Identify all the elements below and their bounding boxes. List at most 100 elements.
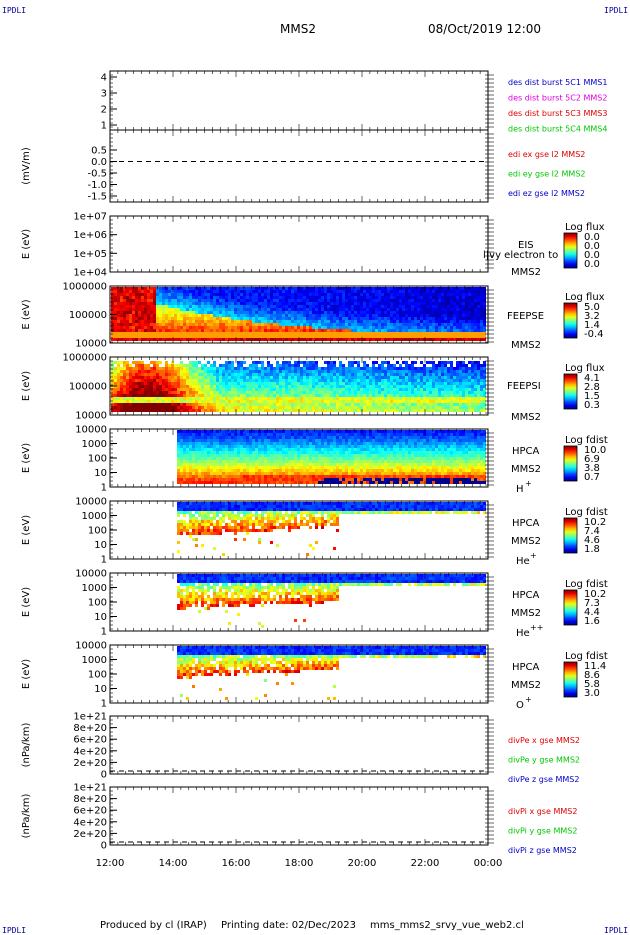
species-charge: + bbox=[525, 479, 532, 488]
spacecraft-label: MMS2 bbox=[511, 608, 541, 619]
y-tick-label: 1000000 bbox=[62, 282, 107, 293]
spacecraft-label: MMS2 bbox=[511, 267, 541, 278]
y-tick-label: 0 bbox=[101, 770, 107, 781]
legend-entry: divPi x gse MMS2 bbox=[508, 807, 577, 816]
legend-entry: divPe y gse MMS2 bbox=[508, 756, 580, 765]
y-tick-label: 10000 bbox=[75, 411, 107, 422]
instrument-label: FEEPSE bbox=[507, 311, 544, 322]
panel-divpe: 1e+218e+206e+204e+202e+200(nPa/km)divPe … bbox=[21, 712, 580, 785]
colorbar-tick-label: 0.3 bbox=[584, 400, 600, 411]
legend-entry: divPi y gse MMS2 bbox=[508, 827, 577, 836]
footer-filename: mms_mms2_srvy_vue_web2.cl bbox=[370, 920, 524, 931]
species-charge: + bbox=[530, 551, 537, 560]
legend-entry: divPe x gse MMS2 bbox=[508, 736, 580, 745]
y-tick-label: 4e+20 bbox=[73, 817, 107, 828]
panel-frame bbox=[110, 716, 488, 774]
y-tick-label: 1 bbox=[101, 483, 107, 494]
colorbar bbox=[564, 662, 577, 697]
y-tick-label: 1000000 bbox=[62, 353, 107, 364]
y-tick-label: 0.5 bbox=[91, 146, 107, 157]
y-axis-label: E (eV) bbox=[21, 659, 32, 689]
y-tick-label: 0.0 bbox=[91, 157, 107, 168]
y-tick-label: 1e+05 bbox=[73, 249, 107, 260]
panel-frame bbox=[110, 787, 488, 845]
colorbar bbox=[564, 518, 577, 553]
y-tick-label: 100 bbox=[88, 670, 107, 681]
y-tick-label: -1.0 bbox=[87, 180, 107, 191]
colorbar bbox=[564, 233, 577, 268]
y-tick-label: 2e+20 bbox=[73, 758, 107, 769]
legend-entry: edi ey gse l2 MMS2 bbox=[508, 170, 586, 179]
y-tick-label: 1e+06 bbox=[73, 230, 107, 241]
y-tick-label: 1000 bbox=[82, 583, 107, 594]
legend-entry: des dist burst 5C4 MMS4 bbox=[508, 125, 607, 134]
instrument-label: HPCA bbox=[512, 518, 540, 529]
y-tick-label: 1000 bbox=[82, 655, 107, 666]
y-tick-label: 4e+20 bbox=[73, 746, 107, 757]
spacecraft-label: MMS2 bbox=[511, 464, 541, 475]
spacecraft-label: MMS2 bbox=[511, 412, 541, 423]
y-tick-label: 4 bbox=[101, 73, 107, 84]
legend-entry: edi ez gse l2 MMS2 bbox=[508, 189, 585, 198]
y-tick-label: 1000 bbox=[82, 511, 107, 522]
x-tick-label: 14:00 bbox=[159, 858, 188, 869]
legend-entry: divPi z gse MMS2 bbox=[508, 846, 577, 855]
overlay-text: l|vy electron to bbox=[483, 250, 558, 261]
colorbar-tick-label: -0.4 bbox=[584, 329, 604, 340]
y-tick-label: 1e+21 bbox=[73, 712, 107, 723]
y-tick-label: 8e+20 bbox=[73, 794, 107, 805]
legend-entry: des dist burst 5C2 MMS2 bbox=[508, 94, 607, 103]
instrument-label: HPCA bbox=[512, 590, 540, 601]
colorbar-tick-label: 1.8 bbox=[584, 544, 600, 555]
y-tick-label: -1.5 bbox=[87, 192, 107, 203]
footer-printing-date: Printing date: 02/Dec/2023 bbox=[221, 920, 356, 931]
legend-entry: des dist burst 5C3 MMS3 bbox=[508, 109, 607, 118]
species-label: He bbox=[516, 628, 530, 639]
y-tick-label: 10 bbox=[94, 684, 107, 695]
colorbar bbox=[564, 590, 577, 625]
y-tick-label: 1000 bbox=[82, 439, 107, 450]
instrument-label: FEEPSI bbox=[507, 381, 541, 392]
y-tick-label: 10 bbox=[94, 612, 107, 623]
instrument-label: HPCA bbox=[512, 446, 540, 457]
y-axis-label: (nPa/km) bbox=[21, 794, 32, 839]
y-tick-label: 1 bbox=[101, 627, 107, 638]
y-axis-label: E (eV) bbox=[21, 371, 32, 401]
y-tick-label: 2e+20 bbox=[73, 829, 107, 840]
y-tick-label: 10000 bbox=[75, 641, 107, 652]
instrument-label: HPCA bbox=[512, 662, 540, 673]
species-charge: + bbox=[525, 695, 532, 704]
y-axis-label: (nPa/km) bbox=[21, 723, 32, 768]
y-tick-label: 6e+20 bbox=[73, 806, 107, 817]
x-tick-label: 16:00 bbox=[222, 858, 251, 869]
colorbar-tick-label: 3.0 bbox=[584, 688, 600, 699]
colorbar-tick-label: 1.6 bbox=[584, 616, 600, 627]
y-tick-label: 3 bbox=[101, 89, 107, 100]
y-tick-label: 1e+04 bbox=[73, 268, 107, 279]
species-label: H bbox=[516, 484, 524, 495]
x-tick-label: 22:00 bbox=[411, 858, 440, 869]
y-tick-label: 1 bbox=[101, 121, 107, 132]
y-axis-label: E (eV) bbox=[21, 443, 32, 473]
y-tick-label: 100 bbox=[88, 454, 107, 465]
y-tick-label: 10000 bbox=[75, 339, 107, 350]
y-tick-label: 100000 bbox=[69, 310, 107, 321]
colorbar-tick-label: 0.7 bbox=[584, 472, 600, 483]
footer-produced-by: Produced by cl (IRAP) bbox=[100, 920, 207, 931]
panel-frame bbox=[110, 130, 488, 202]
y-tick-label: 1e+21 bbox=[73, 783, 107, 794]
colorbar bbox=[564, 446, 577, 481]
spacecraft-label: MMS2 bbox=[511, 536, 541, 547]
y-tick-label: 10 bbox=[94, 540, 107, 551]
species-charge: ++ bbox=[530, 623, 543, 632]
x-tick-label: 20:00 bbox=[348, 858, 377, 869]
y-tick-label: 10000 bbox=[75, 569, 107, 580]
